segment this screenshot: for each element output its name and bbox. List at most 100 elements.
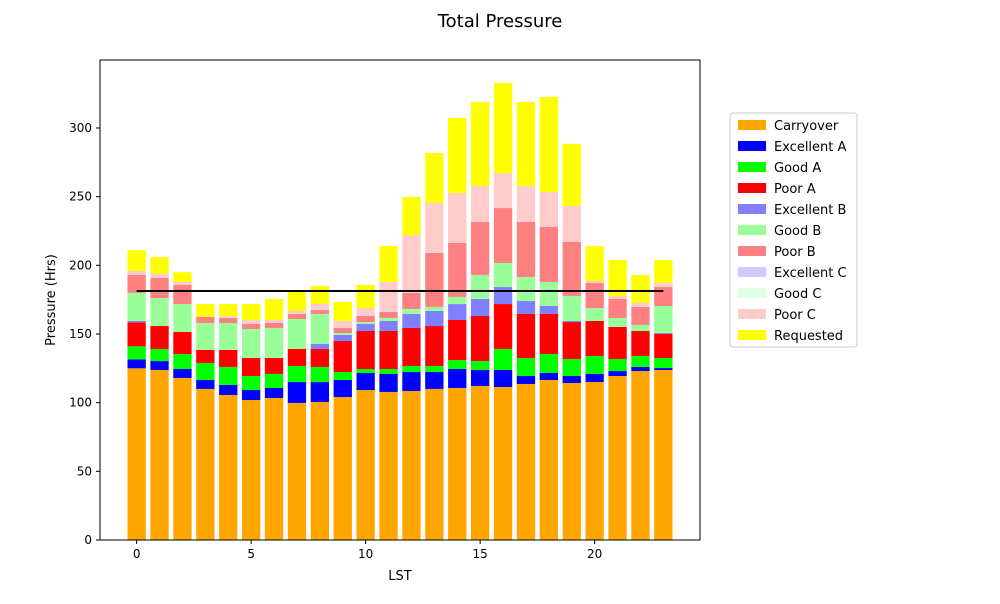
bar-good-b-8 xyxy=(310,313,330,345)
legend-swatch xyxy=(738,330,766,340)
bar-excellent-a-22 xyxy=(631,366,650,372)
bar-excellent-b-8 xyxy=(310,344,330,349)
bar-poor-b-19 xyxy=(562,241,581,296)
x-tick-label: 0 xyxy=(133,547,141,561)
bar-poor-c-15 xyxy=(470,185,490,222)
bar-excellent-b-12 xyxy=(402,313,421,328)
bar-carryover-3 xyxy=(196,388,215,540)
bar-poor-a-16 xyxy=(493,304,513,349)
x-tick-label: 5 xyxy=(247,547,255,561)
bar-good-b-12 xyxy=(402,308,421,314)
bar-poor-b-0 xyxy=(127,274,146,293)
bar-poor-b-4 xyxy=(219,317,238,324)
bar-excellent-a-15 xyxy=(470,369,490,387)
bar-requested-19 xyxy=(562,143,581,206)
bar-poor-b-15 xyxy=(470,221,490,275)
legend-label: Good A xyxy=(774,161,821,176)
bar-good-a-18 xyxy=(539,354,559,373)
bar-excellent-a-17 xyxy=(516,376,536,384)
bar-carryover-9 xyxy=(333,397,352,540)
bar-poor-b-3 xyxy=(196,316,215,324)
bar-good-b-18 xyxy=(539,281,559,306)
bar-poor-b-16 xyxy=(493,208,513,263)
bar-excellent-a-1 xyxy=(150,361,169,370)
bar-excellent-b-16 xyxy=(493,287,513,305)
bar-requested-21 xyxy=(608,259,627,296)
legend-swatch xyxy=(738,141,766,151)
bar-requested-14 xyxy=(448,117,467,193)
bar-excellent-b-23 xyxy=(654,333,673,334)
bar-good-b-21 xyxy=(608,317,627,327)
bar-carryover-0 xyxy=(127,368,146,540)
legend-label: Good C xyxy=(774,287,821,302)
bar-poor-b-2 xyxy=(173,284,192,305)
bar-poor-b-7 xyxy=(287,313,307,320)
bar-carryover-1 xyxy=(150,369,169,540)
bar-poor-c-21 xyxy=(608,295,627,299)
bar-poor-c-13 xyxy=(425,202,444,253)
bar-requested-5 xyxy=(241,304,261,320)
bar-excellent-a-8 xyxy=(310,382,330,402)
bar-good-a-15 xyxy=(470,361,490,370)
bar-good-a-9 xyxy=(333,372,352,380)
bar-good-a-11 xyxy=(379,369,398,374)
bar-good-a-4 xyxy=(219,366,238,385)
bar-excellent-b-0 xyxy=(127,320,146,323)
bar-poor-b-23 xyxy=(654,287,673,306)
bar-good-a-22 xyxy=(631,355,650,367)
bar-excellent-a-0 xyxy=(127,359,146,369)
legend-label: Excellent C xyxy=(774,266,847,281)
bar-poor-b-22 xyxy=(631,306,650,325)
y-tick-label: 300 xyxy=(69,121,92,135)
bar-excellent-b-10 xyxy=(356,323,375,331)
bar-carryover-6 xyxy=(264,397,284,540)
bar-excellent-a-21 xyxy=(608,371,627,377)
bar-poor-c-18 xyxy=(539,191,559,228)
bar-poor-c-4 xyxy=(219,316,238,318)
bar-carryover-20 xyxy=(585,382,604,540)
bar-poor-c-1 xyxy=(150,273,169,278)
bar-excellent-b-15 xyxy=(470,298,490,316)
bar-good-a-17 xyxy=(516,358,536,377)
bar-poor-a-17 xyxy=(516,313,536,359)
bar-excellent-b-17 xyxy=(516,301,536,314)
bar-excellent-a-9 xyxy=(333,380,352,398)
bar-poor-c-17 xyxy=(516,185,536,222)
bar-good-a-10 xyxy=(356,369,375,373)
bar-poor-a-5 xyxy=(241,358,261,377)
bar-good-b-4 xyxy=(219,323,238,350)
bar-requested-22 xyxy=(631,274,650,303)
bar-requested-6 xyxy=(264,298,284,320)
bar-requested-20 xyxy=(585,246,604,281)
y-tick-label: 100 xyxy=(69,396,92,410)
bar-good-b-9 xyxy=(333,333,352,335)
bar-good-b-13 xyxy=(425,306,444,311)
bar-poor-a-9 xyxy=(333,340,352,373)
bar-requested-17 xyxy=(516,102,536,186)
bar-carryover-13 xyxy=(425,388,444,540)
bar-poor-a-22 xyxy=(631,330,650,356)
bar-requested-15 xyxy=(470,102,490,186)
bar-good-b-20 xyxy=(585,308,604,321)
bar-poor-b-20 xyxy=(585,283,604,309)
bar-poor-a-19 xyxy=(562,322,581,359)
bar-good-a-8 xyxy=(310,366,330,383)
bar-good-a-12 xyxy=(402,365,421,373)
bar-requested-7 xyxy=(287,291,307,311)
bar-good-a-14 xyxy=(448,360,467,370)
bar-poor-a-11 xyxy=(379,330,398,370)
bar-excellent-a-11 xyxy=(379,373,398,392)
bar-poor-a-0 xyxy=(127,322,146,347)
bars-layer xyxy=(127,82,673,540)
bar-excellent-b-11 xyxy=(379,320,398,331)
bar-carryover-18 xyxy=(539,380,559,540)
legend-swatch xyxy=(738,246,766,256)
bar-requested-10 xyxy=(356,284,375,309)
bar-poor-b-21 xyxy=(608,298,627,318)
bar-excellent-a-3 xyxy=(196,380,215,389)
bar-requested-18 xyxy=(539,96,559,192)
bar-good-b-5 xyxy=(241,329,261,359)
y-tick-label: 250 xyxy=(69,190,92,204)
bar-excellent-a-19 xyxy=(562,376,581,384)
